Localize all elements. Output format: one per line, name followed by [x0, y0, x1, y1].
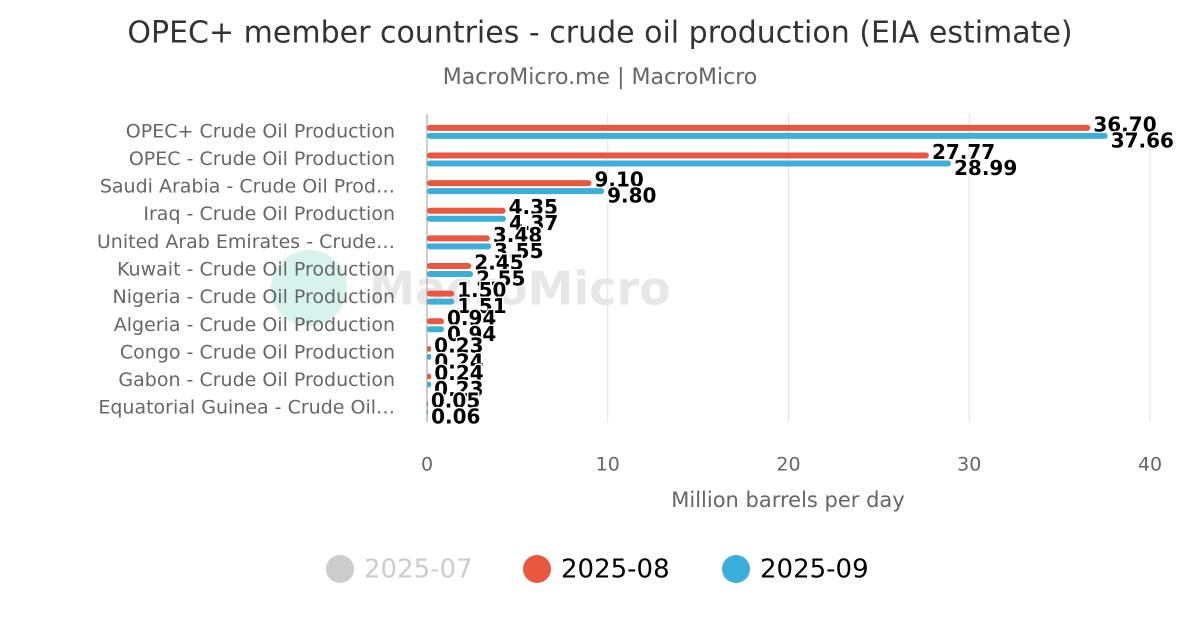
- y-tick-label: Congo - Crude Oil Production: [120, 341, 395, 363]
- chart-subtitle: MacroMicro.me | MacroMicro: [443, 65, 758, 90]
- data-label: 28.99: [954, 156, 1017, 180]
- bar: [427, 353, 432, 360]
- bar: [427, 235, 490, 242]
- bar: [427, 160, 951, 167]
- y-tick-label: Equatorial Guinea - Crude Oil…: [98, 397, 395, 419]
- legend-marker: [326, 555, 354, 583]
- y-tick-label: Nigeria - Crude Oil Production: [113, 286, 395, 308]
- bar: [427, 188, 605, 195]
- x-axis-label: Million barrels per day: [671, 488, 904, 512]
- y-tick-label: Algeria - Crude Oil Production: [114, 314, 395, 336]
- data-label: 0.06: [431, 405, 480, 429]
- legend-marker: [722, 555, 750, 583]
- x-tick-label: 30: [957, 454, 981, 476]
- bar: [427, 243, 492, 250]
- bar: [427, 215, 506, 222]
- bar: [427, 207, 506, 214]
- chart-title: OPEC+ member countries - crude oil produ…: [127, 16, 1072, 51]
- data-label: 9.80: [607, 184, 656, 208]
- data-label: 1.50: [457, 278, 506, 302]
- legend-label[interactable]: 2025-09: [760, 555, 869, 585]
- legend-label[interactable]: 2025-07: [364, 555, 473, 585]
- bar: [427, 263, 472, 269]
- watermark: MacroMicro: [369, 262, 670, 316]
- bar: [427, 326, 444, 333]
- data-label: 0.24: [434, 361, 483, 385]
- data-label: 4.35: [509, 195, 558, 219]
- data-label: 1.51: [457, 294, 506, 318]
- bar: [427, 318, 444, 325]
- y-tick-label: OPEC - Crude Oil Production: [129, 148, 395, 170]
- data-label: 0.23: [434, 377, 483, 401]
- data-label: 0.24: [434, 349, 483, 373]
- data-label: 3.48: [493, 223, 542, 247]
- data-label: 4.37: [509, 211, 558, 235]
- data-label: 3.55: [494, 239, 543, 263]
- y-tick-label: Gabon - Crude Oil Production: [118, 369, 395, 391]
- x-tick-label: 10: [596, 454, 620, 476]
- bar: [427, 271, 474, 277]
- data-label: 2.45: [474, 251, 523, 275]
- y-tick-label: Kuwait - Crude Oil Production: [117, 259, 395, 281]
- bar: [427, 381, 432, 388]
- data-label: 9.10: [594, 168, 643, 192]
- bar: [427, 290, 455, 297]
- y-tick-label: OPEC+ Crude Oil Production: [126, 120, 395, 142]
- legend-label[interactable]: 2025-08: [561, 555, 670, 585]
- bar: [427, 152, 929, 159]
- data-label: 27.77: [932, 140, 995, 164]
- bar: [427, 345, 432, 352]
- bar: [427, 409, 429, 416]
- y-tick-label: United Arab Emirates - Crude…: [97, 231, 395, 253]
- data-label: 37.66: [1111, 128, 1174, 152]
- legend-marker: [523, 555, 551, 583]
- bar: [427, 373, 432, 380]
- watermark-logo: [271, 250, 347, 326]
- data-label: 2.55: [476, 267, 525, 291]
- y-tick-label: Iraq - Crude Oil Production: [143, 203, 395, 225]
- x-tick-label: 0: [421, 454, 433, 476]
- x-tick-label: 20: [776, 454, 800, 476]
- bar: [427, 132, 1108, 139]
- data-label: 0.05: [431, 389, 480, 413]
- data-label: 0.94: [447, 306, 496, 330]
- data-label: 0.94: [447, 322, 496, 346]
- bar: [427, 401, 428, 408]
- bar: [427, 124, 1091, 131]
- bar: [427, 180, 592, 187]
- x-tick-label: 40: [1138, 454, 1162, 476]
- data-label: 0.23: [434, 333, 483, 357]
- bar: [427, 298, 455, 305]
- y-tick-label: Saudi Arabia - Crude Oil Prod…: [100, 176, 395, 198]
